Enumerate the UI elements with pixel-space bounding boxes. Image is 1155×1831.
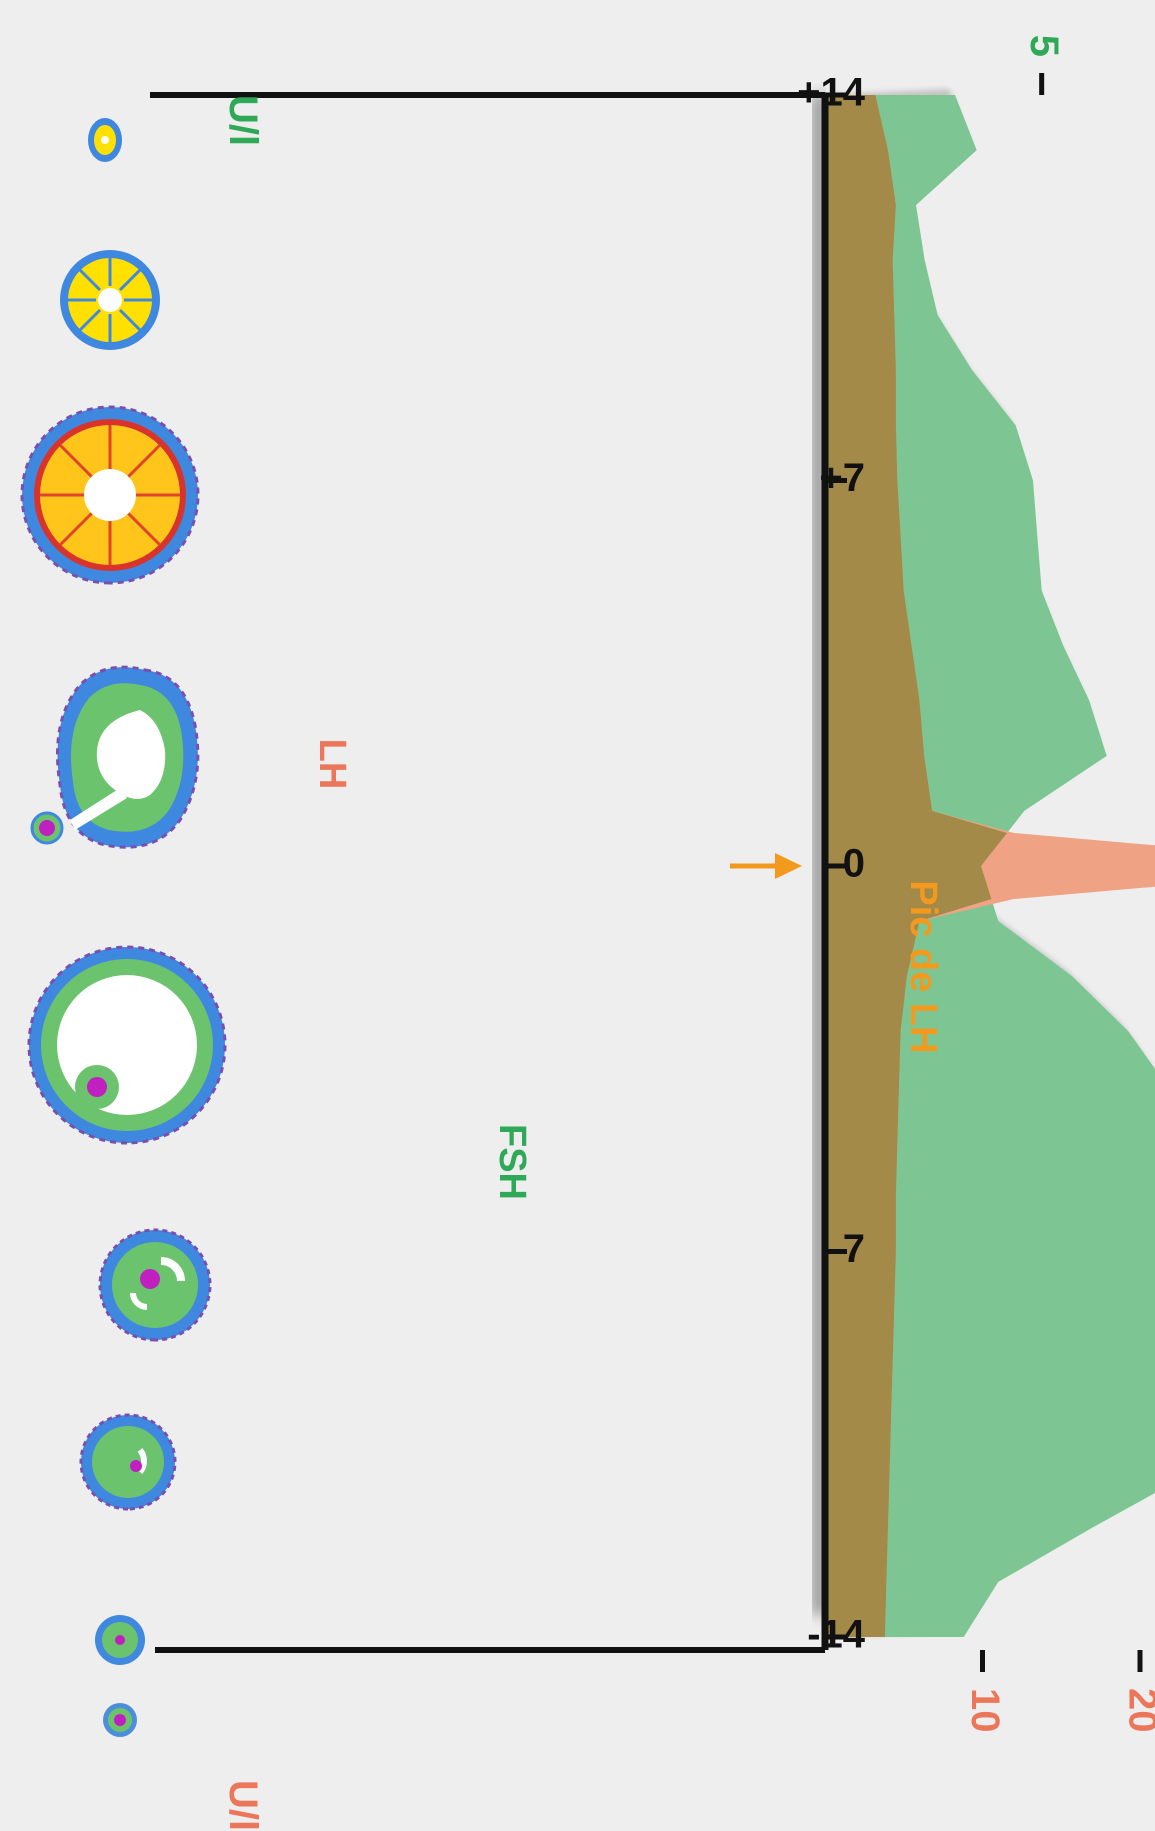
- lh-fsh-overlap-area: [825, 95, 1007, 1637]
- x-tick-label: +7: [819, 456, 865, 500]
- x-tick-label: +14: [797, 71, 866, 115]
- ovulating-follicle-icon: [30, 665, 200, 849]
- x-tick-label: -7: [829, 1227, 865, 1271]
- fsh-curve-label: FSH: [491, 1124, 533, 1200]
- antral-follicle-icon: [27, 945, 227, 1145]
- primary-follicle-icon: [95, 1615, 145, 1665]
- lh-axis-unit: U/l: [221, 1780, 265, 1831]
- fsh-area: [825, 95, 1155, 1637]
- axes: -14-70+7+141020304051015: [150, 35, 1155, 1733]
- x-tick-label: 0: [843, 842, 865, 886]
- corpus-luteum-icon: [20, 405, 200, 585]
- preantral-follicle-icon: [79, 1413, 177, 1511]
- primordial-follicle-icon: [103, 1703, 137, 1737]
- lh-peak-label: Pic de LH: [902, 880, 944, 1053]
- fsh-tick-label: 5: [1022, 35, 1066, 57]
- corpus-albicans-icon: [88, 118, 122, 162]
- fsh-axis-unit: U/l: [221, 95, 265, 146]
- lh-peak-arrow: [730, 853, 802, 879]
- lh-curve-label: LH: [311, 739, 353, 790]
- lh-tick-label: 10: [963, 1688, 1007, 1733]
- lh-peak-arrow-head: [775, 853, 802, 879]
- regressing-corpus-luteum-icon: [60, 250, 160, 350]
- x-tick-label: -14: [807, 1613, 866, 1657]
- plot-area: [825, 89, 1155, 1637]
- follicle-stages: [20, 118, 227, 1737]
- early-antral-follicle-icon: [98, 1228, 212, 1342]
- lh-area: [825, 95, 1155, 1637]
- lh-tick-label: 20: [1120, 1688, 1155, 1733]
- annotations: LH FSH Pic de LH: [311, 739, 944, 1200]
